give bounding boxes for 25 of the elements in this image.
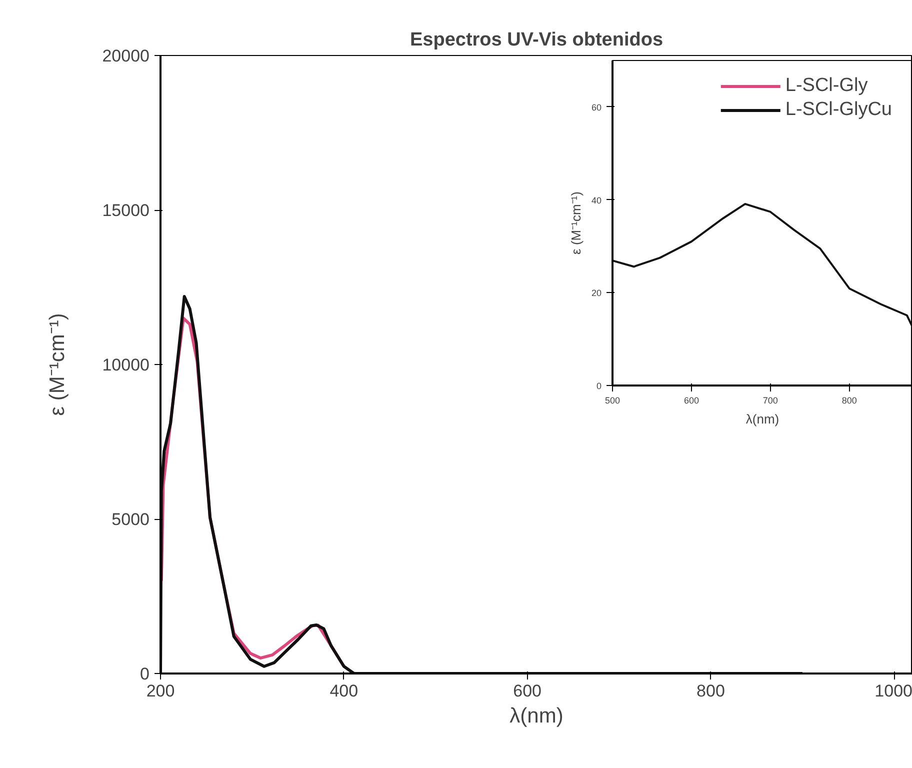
x-tick-label: 200 bbox=[146, 682, 175, 700]
x-tick-label: 1000 bbox=[874, 682, 912, 700]
x-tick-label: 600 bbox=[684, 396, 699, 406]
y-tick-label: 0 bbox=[596, 381, 602, 391]
x-tick-label: 800 bbox=[842, 396, 857, 406]
chart-title: Espectros UV-Vis obtenidos bbox=[410, 30, 664, 50]
y-tick-label: 60 bbox=[591, 102, 602, 112]
y-tick-label: 20 bbox=[591, 288, 602, 298]
legend-label: L-SCl-GlyCu bbox=[785, 99, 892, 121]
y-tick-label: 0 bbox=[140, 664, 150, 684]
y-tick-label: 15000 bbox=[102, 201, 150, 220]
x-axis-title: λ(nm) bbox=[746, 412, 780, 426]
y-tick-label: 5000 bbox=[112, 510, 150, 529]
y-tick-label: 10000 bbox=[102, 356, 150, 374]
x-axis-title: λ(nm) bbox=[510, 704, 564, 728]
x-tick-label: 700 bbox=[762, 396, 778, 406]
x-tick-label: 400 bbox=[330, 682, 358, 700]
y-axis-title: ε (M⁻¹cm⁻¹) bbox=[568, 192, 584, 254]
x-tick-label: 500 bbox=[604, 396, 620, 406]
y-tick-label: 20000 bbox=[102, 46, 150, 66]
x-tick-label: 800 bbox=[696, 682, 725, 700]
y-tick-label: 40 bbox=[591, 195, 602, 206]
legend-label: L-SCl-Gly bbox=[785, 75, 868, 97]
x-tick-label: 600 bbox=[513, 682, 542, 700]
y-axis-title: ε (M⁻¹cm⁻¹) bbox=[46, 313, 70, 416]
